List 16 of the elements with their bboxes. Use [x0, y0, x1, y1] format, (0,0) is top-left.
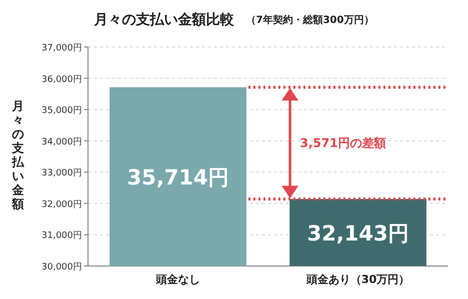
x-tick-label: 頭金なし: [155, 273, 200, 286]
chart-subtitle: （7年契約・総額300万円）: [246, 14, 374, 26]
y-tick-label: 33,000円: [42, 168, 82, 179]
y-tick-label: 35,000円: [42, 106, 82, 116]
y-tick-label: 37,000円: [42, 44, 82, 54]
data-label: 32,143円: [306, 221, 410, 246]
data-label: 35,714円: [126, 166, 230, 190]
y-tick-label: 34,000円: [42, 137, 82, 148]
y-tick-label: 30,000円: [42, 262, 82, 272]
y-tick-label: 32,000円: [42, 200, 82, 210]
x-tick-label: 頭金あり（30万円）: [305, 273, 410, 286]
chart-title: 月々の支払い金額比較: [93, 11, 235, 28]
y-tick-label: 36,000円: [42, 74, 82, 85]
y-axis-title: 月々の支払い金額: [11, 99, 25, 211]
annotation: 3,571円の差額: [300, 136, 386, 150]
y-tick-label: 31,000円: [42, 231, 82, 242]
